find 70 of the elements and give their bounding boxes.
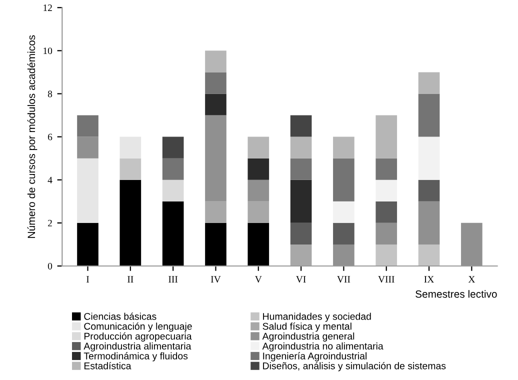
y-tick-label: 12	[44, 4, 52, 11]
bar	[77, 115, 98, 137]
bar	[290, 136, 312, 158]
x-tick-label: VII	[337, 276, 350, 283]
legend-label: Agroindustria alimentaria	[84, 342, 192, 352]
bar	[205, 72, 226, 94]
bar	[418, 136, 440, 180]
bar	[376, 201, 398, 223]
bar	[162, 136, 184, 158]
bar	[333, 136, 354, 158]
bar	[418, 180, 440, 202]
bar	[120, 158, 142, 180]
bar	[418, 201, 440, 244]
legend-label: Comunicación y lenguaje	[84, 322, 192, 332]
bar	[333, 201, 354, 223]
bar	[376, 244, 398, 266]
x-tick-label: VIII	[378, 276, 394, 283]
y-tick-label: 0	[48, 262, 52, 270]
bar	[333, 158, 354, 202]
bar	[290, 180, 312, 223]
x-tick-label: II	[128, 276, 134, 282]
bar	[418, 244, 440, 266]
x-tick-label: IV	[210, 276, 221, 283]
x-axis-title: Semestres lectivo	[416, 290, 497, 298]
bar	[248, 136, 270, 158]
legend-label: Ciencias básicas	[84, 312, 156, 320]
bar	[376, 115, 398, 158]
bar	[418, 72, 440, 94]
bar	[205, 50, 226, 72]
legend-label: Ingeniería Agroindustrial	[263, 352, 366, 362]
bar	[376, 180, 398, 202]
bar	[77, 136, 98, 158]
y-tick-label: 4	[48, 176, 52, 184]
x-tick-label: IX	[424, 276, 434, 282]
legend-label: Salud física y mental	[262, 322, 352, 332]
y-tick-label: 6	[48, 134, 52, 140]
x-tick-label: X	[468, 276, 476, 282]
y-tick-label: 8	[48, 90, 52, 98]
legend-label: Estadística	[84, 362, 132, 370]
bar	[418, 94, 440, 137]
bar	[162, 158, 184, 180]
legend-label: Producción agropecuaria	[84, 332, 192, 342]
legend-label: Humanidades y sociedad	[263, 312, 371, 322]
x-tick-label: V	[254, 276, 262, 283]
x-tick-label: VI	[296, 276, 306, 283]
bar	[376, 158, 398, 180]
bar	[290, 158, 312, 180]
bar	[376, 222, 398, 244]
bar	[205, 94, 226, 116]
bar	[290, 222, 312, 244]
legend-label: Agroindustria no alimentaria	[262, 342, 384, 352]
bar	[248, 201, 270, 223]
bar	[120, 136, 142, 158]
x-tick-label: I	[86, 276, 90, 282]
legend-label: Diseños, análisis y simulación de sistemas	[263, 362, 446, 372]
x-tick-label: III	[168, 276, 178, 282]
bar	[77, 158, 98, 223]
bar	[290, 244, 312, 266]
bar	[333, 222, 354, 244]
bar	[248, 180, 270, 202]
bar	[205, 201, 226, 223]
bar	[248, 158, 270, 180]
y-axis-title: Número de cursos por módulos académicos	[27, 35, 38, 238]
legend-label: Agroindustria general	[262, 332, 354, 342]
y-tick-label: 10	[44, 48, 52, 54]
legend-label: Termodinámica y fluidos	[84, 352, 188, 362]
bar	[205, 115, 226, 202]
bar	[162, 180, 184, 202]
bar	[290, 115, 312, 137]
y-tick-label: 2	[48, 220, 52, 226]
